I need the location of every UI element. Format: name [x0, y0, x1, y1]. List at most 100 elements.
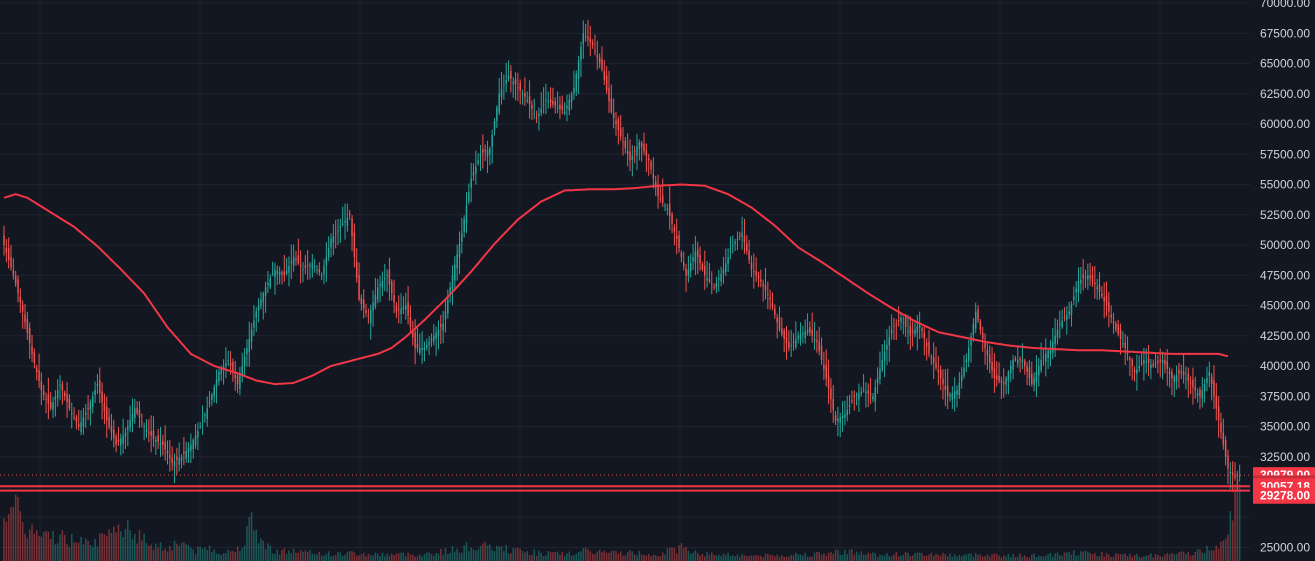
candle-body [419, 347, 421, 354]
volume-bar [545, 555, 547, 561]
candle-body [339, 226, 342, 228]
candle-body [624, 140, 627, 149]
volume-bar [316, 554, 318, 561]
volume-bar [799, 554, 802, 561]
candle-body [24, 314, 26, 323]
candle-body [1201, 390, 1204, 399]
candle-body [108, 416, 110, 427]
volume-bar [785, 556, 788, 561]
candle-body [930, 357, 933, 359]
candle-body [610, 98, 613, 112]
volume-bar [619, 551, 622, 561]
candle-body [430, 338, 433, 342]
candle-body [1056, 329, 1059, 338]
volume-bar [956, 556, 958, 561]
volume-bar [239, 551, 241, 561]
volume-bar [442, 554, 444, 561]
candle-body [869, 393, 872, 395]
candle-body [113, 429, 115, 439]
volume-bar [746, 556, 748, 561]
volume-bar [524, 552, 526, 561]
volume-bar [797, 554, 799, 561]
volume-bar [666, 548, 669, 561]
volume-bar [652, 554, 655, 561]
candle-body [846, 409, 849, 416]
candle-body [486, 149, 489, 157]
volume-bar [304, 550, 307, 561]
candle-body [563, 111, 566, 114]
candle-body [825, 365, 827, 379]
candle-body [542, 104, 545, 106]
volume-bar [1000, 557, 1003, 561]
volume-bar [129, 530, 131, 561]
volume-bar [960, 556, 963, 561]
candle-body [577, 60, 580, 79]
candle-body [96, 384, 99, 386]
candle-body [320, 275, 323, 277]
volume-bar [136, 543, 138, 561]
volume-bar [916, 552, 919, 561]
candle-body [169, 454, 171, 459]
volume-bar [636, 555, 638, 561]
candle-body [907, 331, 909, 333]
candle-body [274, 269, 276, 278]
candle-body [797, 335, 799, 339]
volume-bar [61, 530, 64, 561]
candle-body [192, 440, 194, 450]
volume-bar [269, 545, 272, 561]
candle-body [313, 266, 316, 268]
candle-body [447, 299, 449, 314]
volume-bar [839, 554, 841, 561]
volume-bar [612, 550, 615, 561]
volume-bar [909, 556, 912, 561]
volume-bar [988, 556, 991, 561]
candle-body [942, 378, 944, 385]
candle-body [1229, 471, 1232, 473]
candle-body [94, 390, 96, 396]
candle-body [461, 232, 463, 243]
candle-body [1126, 352, 1129, 354]
volume-bar [1052, 556, 1054, 561]
candle-body [729, 251, 732, 253]
candle-body [1087, 275, 1089, 280]
candle-body [12, 270, 15, 276]
volume-bar [1147, 555, 1150, 561]
candle-body [629, 151, 631, 161]
volume-bar [594, 554, 596, 561]
level-lines[interactable] [0, 474, 1250, 492]
volume-bar [860, 551, 863, 561]
candle-body [269, 278, 272, 288]
volume-bar [762, 557, 764, 561]
candle-body [904, 317, 907, 327]
volume-bar [617, 553, 620, 561]
volume-bar [470, 547, 472, 561]
volume-bar [192, 549, 194, 561]
volume-bar [306, 551, 309, 561]
volume-bar [1213, 550, 1215, 561]
candle-body [767, 294, 769, 296]
candle-body [626, 150, 629, 155]
candle-body [176, 456, 178, 460]
candle-body [337, 229, 339, 232]
candle-body [1154, 363, 1157, 365]
candle-body [998, 376, 1000, 382]
volume-bar [907, 552, 909, 561]
candle-body [937, 369, 940, 373]
candle-body [893, 325, 895, 327]
volume-bar [281, 549, 283, 561]
candle-body [1147, 358, 1150, 363]
volume-bar [778, 556, 781, 561]
volume-bar [977, 554, 979, 561]
volume-bar [570, 555, 573, 561]
candle-body [1199, 389, 1201, 397]
candle-body [1182, 371, 1185, 376]
candle-body [538, 113, 540, 117]
candle-body [426, 344, 428, 348]
volume-bar [241, 548, 244, 561]
volume-bar [157, 547, 159, 561]
y-tick-label: 50000.00 [1260, 238, 1310, 252]
candle-body [309, 264, 311, 266]
volume-bar [73, 542, 75, 561]
